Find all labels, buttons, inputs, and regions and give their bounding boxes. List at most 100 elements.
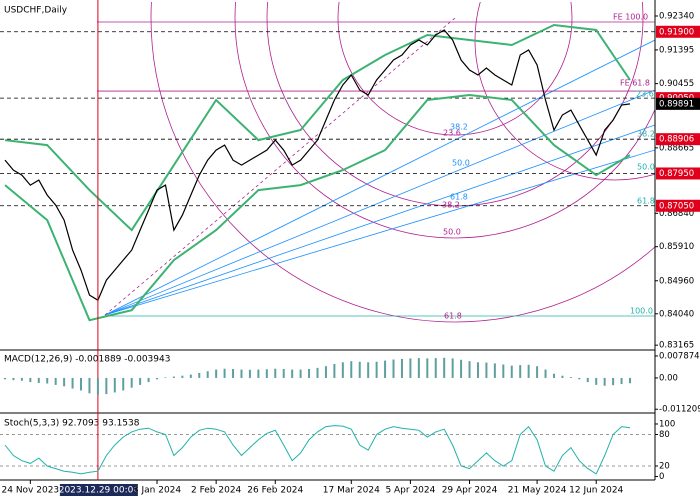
macd-bar: [350, 361, 353, 378]
macd-bar: [299, 369, 302, 378]
macd-bar: [130, 377, 133, 388]
macd-bar: [71, 377, 74, 389]
macd-bar: [248, 369, 251, 378]
fib-label: 23.6: [636, 90, 654, 99]
macd-bar: [485, 362, 488, 378]
macd-bar: [569, 377, 572, 378]
fib-label: 50.0: [637, 163, 655, 172]
date-marker-label: 2023.12.29 00:00: [59, 486, 140, 496]
y-tick-label: 0.91395: [659, 45, 694, 55]
y-tick-label: 0.90455: [659, 79, 694, 89]
fib-label: 38.2: [637, 130, 655, 139]
chart-title: USDCHF,Daily: [4, 6, 68, 16]
y-tick-label: 0.84040: [659, 309, 694, 319]
macd-bar: [215, 369, 218, 378]
level-label: 0.88906: [659, 135, 694, 145]
macd-bar: [417, 358, 420, 378]
macd-bar: [586, 377, 589, 383]
fib-label: 38.2: [450, 123, 468, 132]
macd-bar: [147, 377, 150, 383]
fib-label: 61.8: [637, 197, 655, 206]
date-marker-tag: [59, 484, 138, 496]
macd-bar: [392, 359, 395, 378]
y-tick-label: 0.92340: [659, 11, 694, 21]
macd-bar: [629, 377, 631, 384]
macd-bar: [257, 369, 260, 378]
level-tag: [656, 133, 700, 146]
fib-label: 50.0: [443, 228, 461, 237]
macd-bar: [620, 377, 623, 385]
y-tick-label: 80: [659, 430, 670, 440]
bollinger-band: [4, 23, 631, 232]
main-plot: [0, 21, 655, 322]
macd-bar: [88, 377, 91, 394]
y-tick-label: 20: [659, 461, 670, 471]
x-tick-label: 8 Jan 2024: [133, 486, 181, 496]
macd-bar: [274, 368, 277, 378]
macd-bar: [324, 366, 327, 378]
y-tick-label: 0.83165: [659, 341, 694, 351]
macd-bar: [4, 377, 6, 380]
macd-bar: [510, 365, 513, 378]
fib-label: 50.0: [452, 159, 470, 168]
x-tick-label: 24 Nov 2023: [2, 486, 60, 496]
macd-bar: [206, 371, 209, 378]
macd-bar: [544, 369, 547, 378]
x-tick-label: 26 Feb 2024: [247, 486, 303, 496]
macd-bar: [54, 377, 57, 385]
level-tag: [656, 167, 700, 180]
fib-label: FE 61.8: [620, 79, 650, 88]
macd-bar: [189, 374, 192, 378]
macd-bar: [578, 377, 581, 380]
macd-bar: [333, 363, 336, 378]
level-label: 0.87950: [659, 169, 694, 179]
macd-bar: [468, 361, 471, 378]
price-line: [4, 29, 631, 302]
x-tick-label: 5 Apr 2024: [385, 486, 435, 496]
level-tag: [656, 199, 700, 212]
stoch-title: Stoch(5,3,3) 92.7093 93.1538: [4, 419, 140, 429]
x-tick-label: 12 Jun 2024: [569, 486, 623, 496]
macd-bar: [198, 372, 201, 378]
y-tick-label: 0: [659, 472, 664, 482]
macd-title: MACD(12,26,9) -0.001889 -0.003943: [4, 355, 170, 365]
macd-bar: [265, 369, 268, 378]
macd-bar: [29, 377, 32, 383]
y-tick-label: 0.86840: [659, 209, 694, 219]
level-label: 0.91900: [659, 27, 694, 37]
macd-bar: [493, 363, 496, 378]
macd-bar: [561, 375, 564, 378]
macd-bar: [164, 377, 167, 378]
macd-bar: [96, 377, 99, 395]
macd-bar: [240, 369, 243, 378]
macd-bar: [476, 362, 479, 378]
macd-bar: [409, 358, 412, 378]
y-tick-label: -0.011209: [659, 405, 700, 415]
current-price-tag: [656, 97, 700, 110]
y-tick-label: 100: [659, 419, 675, 429]
macd-bar: [400, 358, 403, 378]
fib-label: 100.0: [630, 307, 653, 316]
macd-bar: [122, 377, 125, 391]
macd-bar: [595, 377, 598, 385]
macd-bar: [536, 366, 539, 378]
macd-bar: [519, 365, 522, 378]
macd-bar: [502, 364, 505, 378]
macd-bar: [12, 377, 15, 381]
bollinger-band: [4, 93, 631, 322]
macd-bar: [105, 377, 108, 395]
macd-bar: [316, 367, 319, 378]
fib-label: 23.6: [443, 129, 461, 138]
level-label: 0.87050: [659, 201, 694, 211]
macd-bar: [63, 377, 66, 387]
fib-label: 61.8: [444, 312, 462, 321]
macd-bar: [291, 369, 294, 378]
macd-bar: [282, 368, 285, 378]
x-tick-label: 29 Apr 2024: [442, 486, 498, 496]
macd-bar: [46, 377, 49, 384]
macd-bar: [37, 377, 40, 383]
x-tick-label: 2 Feb 2024: [191, 486, 242, 496]
macd-bar: [527, 364, 530, 378]
macd-bar: [156, 377, 159, 380]
